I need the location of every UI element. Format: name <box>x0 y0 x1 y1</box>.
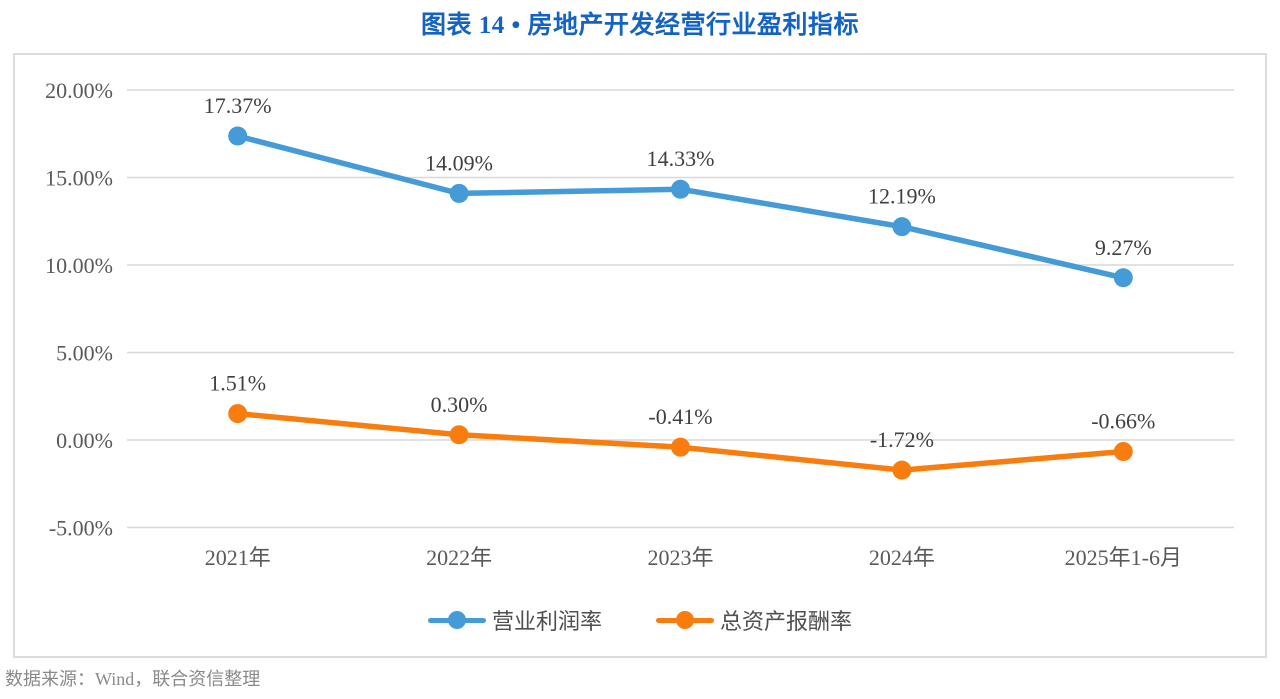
legend-item-1: 总资产报酬率 <box>656 604 852 636</box>
data-label: -1.72% <box>870 427 934 452</box>
y-axis-tick-label: 5.00% <box>56 341 113 366</box>
data-label: -0.66% <box>1091 409 1155 434</box>
profitability-line-chart: 20.00% 15.00% 10.00% 5.00% 0.00% -5.00% 2021年 2… <box>45 78 1234 570</box>
data-source-note: 数据来源：Wind，联合资信整理 <box>5 669 261 689</box>
chart-legend: 营业利润率 总资产报酬率 <box>15 604 1265 636</box>
data-label: 0.30% <box>431 392 488 417</box>
data-label: 9.27% <box>1095 235 1152 260</box>
y-axis-tick-label: -5.00% <box>49 516 113 541</box>
data-point <box>892 460 912 480</box>
x-axis-tick-label: 2025年1-6月 <box>1065 545 1182 570</box>
x-axis-tick-label: 2024年 <box>869 545 935 570</box>
x-axis-tick-label: 2023年 <box>647 545 713 570</box>
data-point <box>671 179 690 199</box>
legend-label: 总资产报酬率 <box>720 609 853 634</box>
x-axis-tick-label: 2021年 <box>205 545 271 570</box>
data-label: 14.09% <box>425 150 493 175</box>
data-point <box>228 404 248 424</box>
data-label: 14.33% <box>647 146 715 171</box>
data-point <box>1113 268 1133 288</box>
data-point <box>892 217 912 237</box>
data-point <box>1113 442 1133 462</box>
legend-label: 营业利润率 <box>491 609 602 634</box>
data-point <box>671 437 690 457</box>
data-point <box>228 126 248 146</box>
data-point <box>449 183 469 203</box>
legend-line-dot-marker <box>656 611 714 629</box>
data-label: 1.51% <box>209 371 266 396</box>
legend-line-dot-marker <box>427 611 486 629</box>
data-point <box>449 425 469 445</box>
y-axis-tick-label: 0.00% <box>56 428 113 453</box>
data-label: -0.41% <box>648 404 712 429</box>
data-label: 12.19% <box>868 184 936 209</box>
y-axis-tick-label: 20.00% <box>45 78 113 103</box>
data-label: 17.37% <box>204 93 272 118</box>
chart-panel: 20.00% 15.00% 10.00% 5.00% 0.00% -5.00% 2021年 2… <box>13 53 1267 658</box>
y-axis-tick-label: 10.00% <box>45 253 113 278</box>
x-axis-tick-label: 2022年 <box>426 545 492 570</box>
chart-title: 图表 14 • 房地产开发经营行业盈利指标 <box>420 12 859 39</box>
legend-item-0: 营业利润率 <box>427 604 602 636</box>
y-axis-tick-label: 15.00% <box>45 166 113 191</box>
